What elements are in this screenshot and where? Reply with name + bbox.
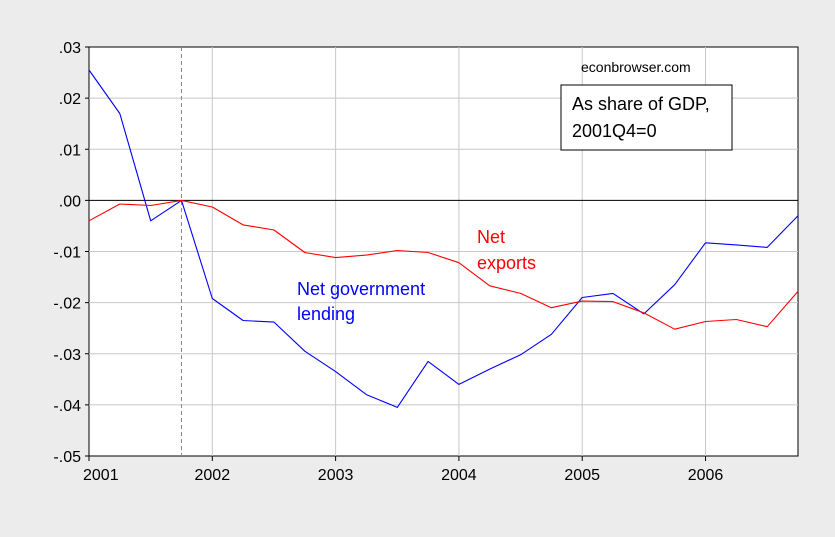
- legend-box-frame: [560, 84, 733, 151]
- legend-box: As share of GDP, 2001Q4=0: [560, 84, 733, 151]
- reference-lines: [89, 47, 798, 456]
- x-tick-label: 2006: [688, 467, 724, 484]
- legend-box-line2: 2001Q4=0: [572, 121, 657, 141]
- net-exports-label-line2: exports: [477, 253, 536, 273]
- gov-lending-label-line1: Net government: [297, 279, 425, 299]
- y-tick-label: -.03: [53, 347, 81, 364]
- series-lines: [88, 69, 799, 408]
- x-tick-label: 2004: [441, 467, 477, 484]
- series-line-net-government-lending: [88, 69, 799, 408]
- y-tick-label: -.04: [53, 398, 81, 415]
- y-tick-label: .02: [59, 91, 81, 108]
- gov-lending-label-line2: lending: [297, 304, 355, 324]
- legend-box-line1: As share of GDP,: [572, 94, 710, 114]
- series-line-net-exports: [88, 199, 799, 330]
- y-tick-label: -.05: [53, 449, 81, 466]
- x-tick-label: 2002: [195, 467, 231, 484]
- x-tick-label: 2005: [564, 467, 600, 484]
- y-tick-label: -.02: [53, 296, 81, 313]
- y-tick-label: .01: [59, 142, 81, 159]
- y-tick-label: .00: [59, 193, 81, 210]
- net-exports-label-line1: Net: [477, 227, 505, 247]
- x-tick-label: 2001: [83, 467, 119, 484]
- x-tick-label: 2003: [318, 467, 354, 484]
- y-tick-label: .03: [59, 40, 81, 57]
- y-tick-label: -.01: [53, 245, 81, 262]
- source-label: econbrowser.com: [581, 59, 691, 75]
